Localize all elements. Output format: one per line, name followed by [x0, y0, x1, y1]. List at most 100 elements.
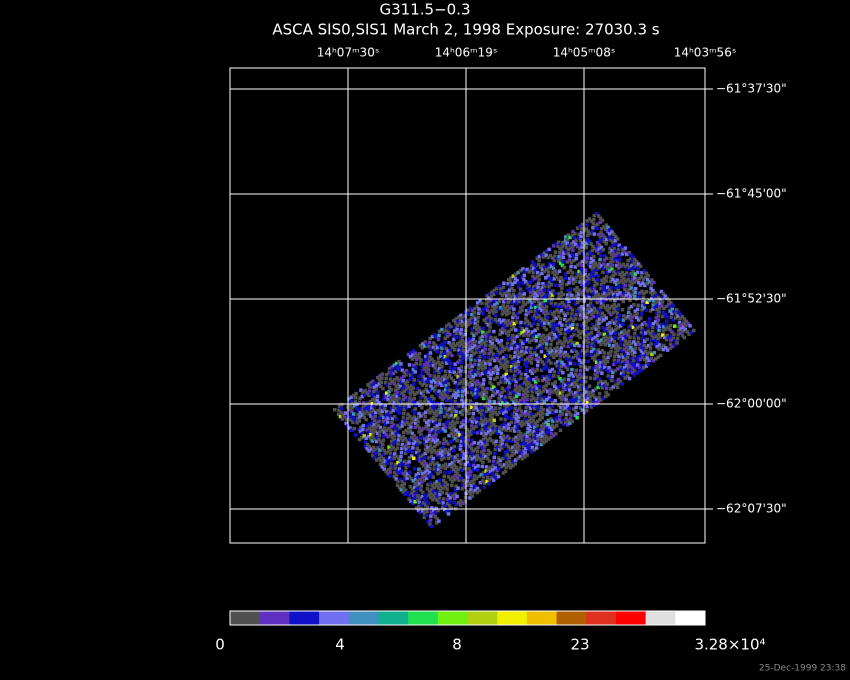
pixel	[460, 394, 465, 398]
pixel	[490, 383, 494, 387]
pixel	[528, 447, 532, 452]
pixel	[527, 437, 531, 441]
pixel	[483, 388, 487, 393]
pixel	[618, 346, 622, 351]
pixel	[472, 311, 477, 315]
pixel	[584, 390, 589, 394]
pixel	[631, 292, 635, 297]
pixel	[557, 292, 561, 296]
pixel	[583, 332, 587, 336]
dec-label: −61°45'00"	[716, 187, 787, 201]
pixel	[546, 274, 550, 278]
pixel	[627, 288, 631, 292]
pixel	[651, 307, 655, 311]
pixel	[551, 382, 555, 386]
pixel	[512, 321, 517, 326]
pixel	[401, 401, 405, 406]
pixel	[507, 348, 511, 352]
pixel	[377, 456, 381, 461]
pixel	[454, 317, 458, 321]
pixel	[471, 393, 476, 397]
pixel	[524, 313, 528, 317]
pixel	[558, 246, 562, 251]
pixel	[450, 446, 454, 451]
pixel	[662, 306, 666, 311]
pixel	[594, 397, 599, 402]
pixel	[584, 268, 588, 272]
pixel	[614, 272, 618, 276]
pixel	[444, 454, 449, 458]
pixel	[502, 407, 506, 411]
pixel	[585, 386, 589, 390]
pixel	[438, 455, 442, 459]
pixel	[581, 274, 585, 278]
pixel	[453, 347, 457, 352]
pixel	[443, 336, 447, 340]
pixel	[532, 415, 536, 419]
pixel	[449, 343, 453, 347]
pixel	[416, 508, 421, 513]
pixel	[462, 340, 467, 345]
pixel	[472, 352, 476, 356]
pixel	[437, 366, 442, 371]
pixel	[513, 299, 517, 303]
pixel	[375, 398, 379, 403]
pixel	[620, 382, 625, 386]
pixel	[488, 414, 493, 418]
pixel	[572, 329, 577, 333]
pixel	[554, 242, 558, 246]
pixel	[354, 392, 358, 396]
pixel	[489, 298, 493, 302]
pixel	[558, 339, 562, 344]
pixel	[381, 419, 386, 424]
pixel	[350, 410, 354, 414]
pixel	[553, 269, 557, 273]
pixel	[404, 461, 409, 466]
pixel	[617, 258, 622, 262]
pixel	[617, 354, 621, 359]
pixel	[430, 334, 435, 339]
pixel	[478, 410, 482, 415]
pixel	[466, 345, 470, 349]
pixel	[585, 345, 590, 349]
pixel	[457, 344, 462, 348]
pixel	[506, 333, 511, 338]
pixel	[598, 239, 602, 243]
pixel	[586, 281, 591, 285]
pixel	[486, 360, 490, 364]
pixel	[484, 302, 488, 306]
pixel	[419, 414, 423, 418]
pixel	[575, 253, 579, 257]
pixel	[537, 277, 541, 281]
pixel	[523, 395, 527, 399]
pixel	[468, 417, 473, 422]
pixel	[542, 362, 547, 367]
pixel	[419, 428, 424, 433]
pixel	[603, 305, 607, 310]
pixel	[511, 460, 516, 464]
pixel	[547, 321, 551, 326]
pixel	[437, 463, 441, 468]
pixel	[508, 447, 513, 451]
pixel	[585, 274, 589, 279]
pixel	[415, 424, 420, 428]
pixel	[373, 452, 377, 456]
pixel	[479, 417, 484, 421]
pixel	[490, 346, 494, 350]
pixel	[488, 362, 492, 366]
pixel	[548, 295, 552, 299]
pixel	[426, 390, 430, 394]
pixel	[431, 419, 436, 424]
pixel	[563, 317, 567, 322]
pixel	[473, 447, 478, 451]
pixel	[439, 447, 443, 451]
pixel	[432, 397, 436, 401]
pixel	[497, 340, 501, 345]
pixel	[505, 341, 510, 346]
pixel	[525, 397, 529, 402]
pixel	[366, 383, 370, 387]
pixel	[537, 388, 541, 393]
pixel	[618, 291, 622, 295]
pixel	[637, 295, 641, 299]
pixel	[566, 247, 571, 252]
